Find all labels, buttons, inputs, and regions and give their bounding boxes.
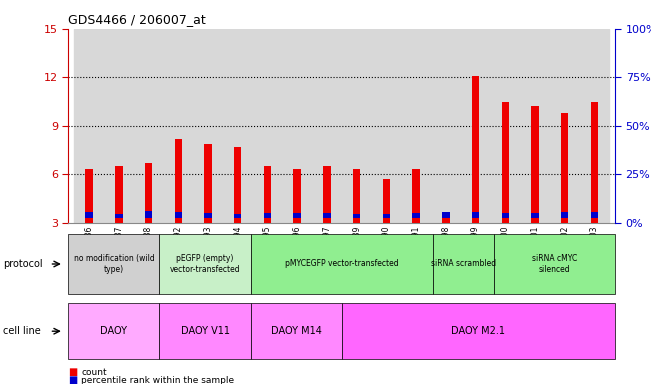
Bar xyxy=(412,213,420,218)
Bar xyxy=(74,29,104,223)
Text: protocol: protocol xyxy=(3,259,43,269)
Text: ■: ■ xyxy=(68,375,77,384)
Bar xyxy=(115,166,122,223)
Bar xyxy=(590,101,598,223)
Text: ■: ■ xyxy=(68,367,77,377)
Text: count: count xyxy=(81,368,107,377)
Bar xyxy=(490,29,520,223)
Text: DAOY V11: DAOY V11 xyxy=(180,326,230,336)
Bar xyxy=(590,212,598,218)
Bar xyxy=(342,29,372,223)
Bar xyxy=(204,144,212,223)
Bar xyxy=(353,169,361,223)
Bar xyxy=(85,212,93,218)
Bar xyxy=(115,214,122,218)
Bar xyxy=(323,213,331,218)
Bar xyxy=(401,29,431,223)
Bar xyxy=(145,212,152,218)
Bar xyxy=(253,29,283,223)
Text: GDS4466 / 206007_at: GDS4466 / 206007_at xyxy=(68,13,206,26)
Bar xyxy=(431,29,461,223)
Bar xyxy=(234,214,242,218)
Bar xyxy=(85,169,93,223)
Bar xyxy=(312,29,342,223)
Bar xyxy=(561,113,568,223)
Bar xyxy=(193,29,223,223)
Bar xyxy=(520,29,550,223)
Bar xyxy=(323,166,331,223)
Bar xyxy=(472,212,479,218)
Text: pEGFP (empty)
vector-transfected: pEGFP (empty) vector-transfected xyxy=(170,254,240,274)
Text: no modification (wild
type): no modification (wild type) xyxy=(74,254,154,274)
Bar xyxy=(531,213,538,218)
Bar xyxy=(383,214,390,218)
Text: percentile rank within the sample: percentile rank within the sample xyxy=(81,376,234,384)
Bar xyxy=(461,29,490,223)
Bar xyxy=(174,212,182,218)
Bar xyxy=(174,139,182,223)
Bar xyxy=(294,169,301,223)
Text: pMYCEGFP vector-transfected: pMYCEGFP vector-transfected xyxy=(285,260,398,268)
Text: DAOY: DAOY xyxy=(100,326,128,336)
Text: DAOY M14: DAOY M14 xyxy=(271,326,322,336)
Bar xyxy=(133,29,163,223)
Bar xyxy=(353,214,361,218)
Bar xyxy=(264,166,271,223)
Bar xyxy=(372,29,401,223)
Text: DAOY M2.1: DAOY M2.1 xyxy=(452,326,505,336)
Bar xyxy=(264,213,271,218)
Text: siRNA cMYC
silenced: siRNA cMYC silenced xyxy=(532,254,577,274)
Bar xyxy=(412,169,420,223)
Bar xyxy=(383,179,390,223)
Bar xyxy=(163,29,193,223)
Bar xyxy=(550,29,579,223)
Bar xyxy=(561,212,568,218)
Bar xyxy=(223,29,253,223)
Bar xyxy=(283,29,312,223)
Bar xyxy=(442,215,449,223)
Text: siRNA scrambled: siRNA scrambled xyxy=(431,260,496,268)
Bar xyxy=(204,213,212,218)
Bar xyxy=(531,106,538,223)
Text: cell line: cell line xyxy=(3,326,41,336)
Bar xyxy=(442,212,449,218)
Bar xyxy=(579,29,609,223)
Bar xyxy=(104,29,133,223)
Bar xyxy=(145,163,152,223)
Bar xyxy=(501,101,509,223)
Bar xyxy=(294,213,301,218)
Bar xyxy=(234,147,242,223)
Bar xyxy=(501,213,509,218)
Bar xyxy=(472,76,479,223)
